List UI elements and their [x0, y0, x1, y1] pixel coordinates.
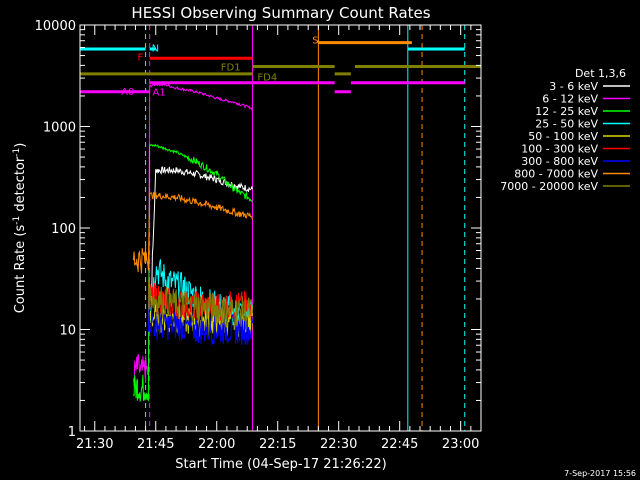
footer-timestamp: 7-Sep-2017 15:56: [564, 469, 636, 478]
x-tick-label: 22:15: [259, 437, 296, 452]
flag-label-f: F: [137, 52, 143, 63]
flag-label-a0: A0: [121, 87, 134, 98]
x-tick-label: 21:30: [76, 437, 113, 452]
y-axis-label: Count Rate (s-1 detector-1): [12, 143, 28, 314]
flag-label-n: N: [152, 44, 159, 55]
flag-bars: NF S FD1 FD4 A0 A1: [80, 35, 481, 99]
y-tick-label: 1000: [43, 121, 76, 136]
flag-label-a1: A1: [152, 88, 165, 99]
flag-label-fd1: FD1: [221, 63, 241, 74]
series-line-8: [147, 279, 253, 327]
series-line-2: [132, 143, 253, 402]
y-tick-label: 10000: [35, 19, 76, 34]
x-tick-label: 23:00: [442, 437, 479, 452]
series-line-7: [132, 191, 253, 274]
y-tick-label: 1: [68, 425, 76, 440]
legend-label-0: 3 - 6 keV: [549, 80, 598, 93]
legend-label-1: 6 - 12 keV: [542, 93, 598, 106]
flag-label-fd4: FD4: [257, 73, 277, 84]
x-axis-label: Start Time (04-Sep-17 21:26:22): [175, 457, 386, 472]
y-tick-label: 100: [51, 222, 76, 237]
series-line-1: [132, 81, 253, 387]
series-lines: [132, 81, 253, 402]
axes: 1 10 100 1000 10000 21:30 21:45 22:00 22:15 22:30…: [35, 19, 481, 452]
legend-label-7: 800 - 7000 keV: [514, 168, 598, 181]
y-tick-label: 10: [59, 324, 76, 339]
series-line-6: [147, 306, 253, 346]
legend-title: Det 1,3,6: [575, 67, 626, 80]
legend-label-3: 25 - 50 keV: [535, 118, 598, 131]
legend-label-6: 300 - 800 keV: [521, 155, 598, 168]
legend-label-2: 12 - 25 keV: [535, 105, 598, 118]
x-tick-label: 22:30: [320, 437, 357, 452]
legend-label-4: 50 - 100 keV: [528, 130, 598, 143]
legend-label-8: 7000 - 20000 keV: [500, 180, 598, 193]
legend-label-5: 100 - 300 keV: [521, 143, 598, 156]
x-tick-label: 22:45: [381, 437, 418, 452]
chart-title: HESSI Observing Summary Count Rates: [131, 4, 430, 22]
flag-label-s: S: [312, 35, 318, 46]
x-tick-label: 21:45: [137, 437, 174, 452]
x-tick-label: 22:00: [198, 437, 235, 452]
